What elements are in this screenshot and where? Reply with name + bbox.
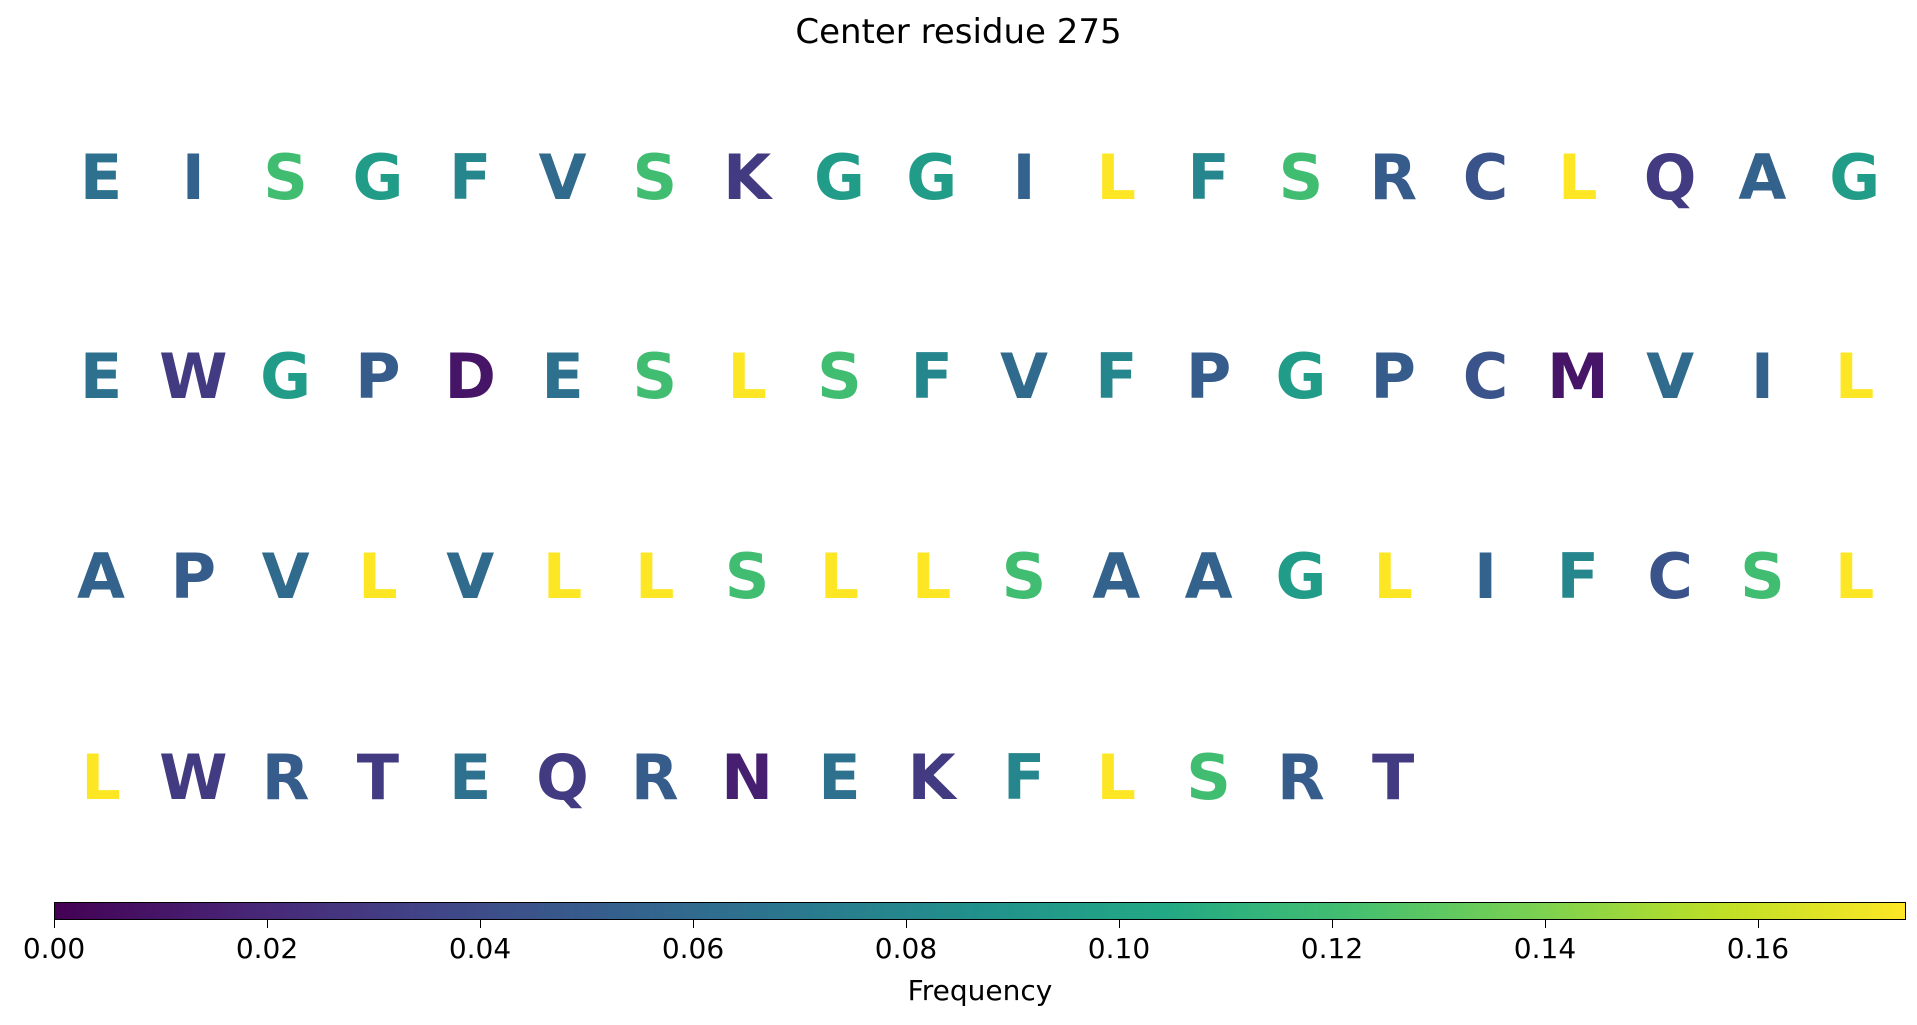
residue-letter: V (1000, 340, 1048, 413)
residue-letter: G (1829, 141, 1881, 214)
colorbar-tick-label: 0.16 (1726, 932, 1790, 965)
colorbar-tick-label: 0.06 (661, 932, 725, 965)
colorbar-tick-label: 0.12 (1300, 932, 1364, 965)
residue-letter: T (356, 741, 400, 814)
residue-letter: L (635, 540, 675, 613)
residue-letter: L (1834, 540, 1875, 613)
residue-letter: G (1275, 540, 1327, 613)
colorbar-tick (692, 920, 694, 928)
residue-letter: W (159, 340, 228, 413)
residue-letter: S (724, 540, 770, 613)
residue-letter: K (907, 741, 956, 814)
colorbar-tick (1331, 920, 1333, 928)
residue-letter: S (1186, 741, 1231, 814)
residue-letter: V (1646, 340, 1695, 413)
residue-letter: F (910, 340, 953, 413)
residue-letter: K (723, 141, 772, 214)
residue-letter: T (1372, 741, 1415, 814)
residue-letter: G (352, 141, 404, 214)
residue-letter: L (911, 540, 952, 613)
colorbar-tick-label: 0.04 (448, 932, 512, 965)
residue-letter: P (170, 540, 217, 613)
residue-letter: I (1473, 540, 1498, 613)
residue-letter: F (1002, 741, 1046, 814)
colorbar-tick (905, 920, 907, 928)
residue-letter: C (1462, 141, 1509, 214)
residue-letter: G (260, 340, 312, 413)
residue-letter: L (1558, 141, 1598, 214)
residue-letter: A (77, 540, 125, 613)
residue-letter: L (1834, 340, 1875, 413)
residue-letter: L (1373, 540, 1413, 613)
residue-letter: I (181, 141, 205, 214)
residue-letter: F (1187, 141, 1230, 214)
residue-letter: E (818, 741, 861, 814)
colorbar-tick-label: 0.00 (22, 932, 86, 965)
colorbar (54, 902, 1906, 920)
residue-letter: L (81, 741, 121, 814)
residue-letter: A (1184, 540, 1233, 613)
residue-letter: L (1096, 741, 1137, 814)
residue-letter: S (1001, 540, 1047, 613)
residue-letter: Q (536, 741, 589, 814)
colorbar-tick (1544, 920, 1546, 928)
residue-letter: L (542, 540, 583, 613)
residue-letter: L (1096, 141, 1137, 214)
colorbar-tick-label: 0.02 (235, 932, 299, 965)
residue-letter: I (1012, 141, 1036, 214)
residue-letter: S (1740, 540, 1785, 613)
residue-letter: G (906, 141, 958, 214)
residue-letter: L (727, 340, 767, 413)
colorbar-tick (479, 920, 481, 928)
residue-letter: L (358, 540, 398, 613)
residue-letter: N (721, 741, 774, 814)
residue-letter: S (263, 141, 308, 214)
colorbar-tick-label: 0.08 (874, 932, 938, 965)
residue-letter: Q (1643, 141, 1697, 214)
residue-letter: G (813, 141, 865, 214)
residue-letter: R (630, 741, 679, 814)
colorbar-tick (54, 920, 55, 928)
residue-letter: C (1647, 540, 1693, 613)
residue-letter: V (538, 141, 587, 214)
residue-letter: A (1738, 141, 1787, 214)
chart-title: Center residue 275 (795, 12, 1122, 52)
colorbar-tick-label: 0.10 (1087, 932, 1151, 965)
colorbar-tick (1757, 920, 1759, 928)
residue-letter: G (1275, 340, 1327, 413)
residue-letter: M (1546, 340, 1609, 413)
colorbar-tick (1118, 920, 1120, 928)
colorbar-tick-label: 0.14 (1513, 932, 1577, 965)
residue-letter: P (355, 340, 401, 413)
residue-letter: E (541, 340, 584, 413)
residue-letter: R (1369, 141, 1418, 214)
residue-letter: V (261, 540, 310, 613)
residue-letter: F (449, 141, 492, 214)
residue-letter: R (1277, 741, 1325, 814)
colorbar-tick (266, 920, 268, 928)
residue-letter: V (446, 540, 495, 613)
colorbar-label: Frequency (907, 974, 1053, 1007)
residue-letter: F (1556, 540, 1599, 613)
residue-letter: D (444, 340, 496, 413)
residue-letter: A (1092, 540, 1141, 613)
residue-letter: F (1095, 340, 1138, 413)
residue-letter: P (1370, 340, 1416, 413)
residue-letter: P (1185, 340, 1232, 413)
residue-letter: E (79, 340, 123, 413)
residue-letter: R (261, 741, 310, 814)
residue-letter: S (1278, 141, 1324, 214)
residue-letter: E (449, 741, 492, 814)
residue-letter: I (1750, 340, 1774, 413)
residue-letter: S (632, 141, 678, 214)
residue-letter: S (817, 340, 862, 413)
residue-letter: W (159, 741, 228, 814)
residue-letter: S (632, 340, 678, 413)
residue-letter: E (79, 141, 123, 214)
residue-letter: L (819, 540, 860, 613)
residue-letter: C (1462, 340, 1509, 413)
